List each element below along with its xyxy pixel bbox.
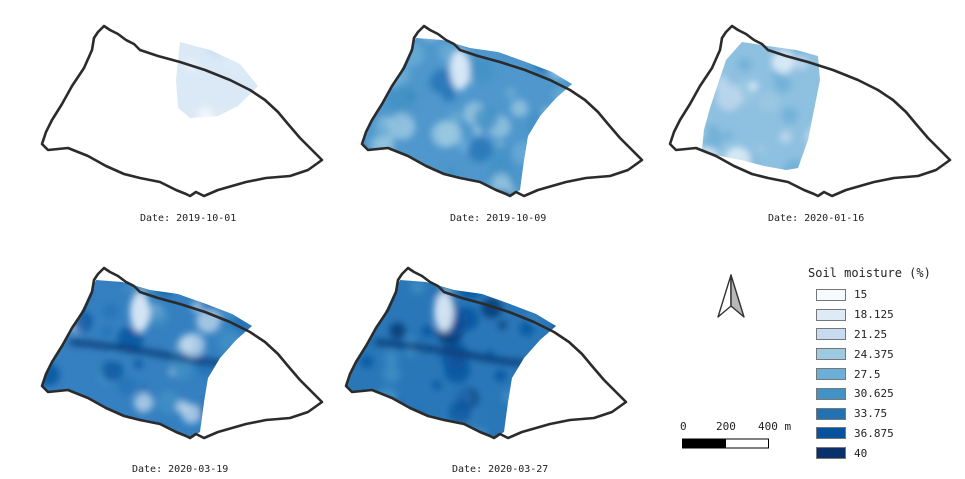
legend-swatch: [816, 387, 846, 400]
north-arrow-icon: [717, 274, 745, 318]
legend-swatch: [816, 447, 846, 460]
legend-item: 30.625: [808, 384, 958, 404]
date-label-4: Date: 2020-03-19: [132, 464, 229, 475]
field-map: [344, 266, 628, 440]
legend-title: Soil moisture (%): [808, 266, 931, 280]
legend-value: 21.25: [854, 327, 888, 341]
legend-swatch: [816, 427, 846, 440]
date-label-3: Date: 2020-01-16: [768, 213, 865, 224]
legend-value: 36.875: [854, 426, 894, 440]
field-map: [40, 266, 324, 440]
legend-item: 33.75: [808, 404, 958, 424]
legend-item: 15: [808, 285, 958, 305]
legend: Soil moisture (%) 15 18.125 21.25 24.375 27.…: [808, 266, 958, 463]
field-boundary: [344, 266, 628, 440]
moisture-raster: [42, 280, 252, 438]
legend-swatch: [816, 348, 846, 361]
legend-item: 24.375: [808, 344, 958, 364]
legend-value: 18.125: [854, 308, 894, 322]
map-panel-1: [40, 20, 340, 220]
legend-value: 27.5: [854, 367, 881, 381]
date-label-1: Date: 2019-10-01: [140, 213, 237, 224]
field-map: [668, 24, 952, 198]
legend-value: 24.375: [854, 347, 894, 361]
field-boundary: [40, 24, 324, 198]
date-label-5: Date: 2020-03-27: [452, 464, 549, 475]
field-map: [40, 24, 324, 198]
legend-item: 36.875: [808, 424, 958, 444]
date-label-2: Date: 2019-10-09: [450, 213, 547, 224]
map-panel-5: [344, 262, 644, 462]
legend-value: 40: [854, 446, 868, 460]
legend-item: 27.5: [808, 364, 958, 384]
legend-item: 40: [808, 443, 958, 463]
map-panel-4: [40, 262, 340, 462]
scale-tick-200: 200: [716, 420, 736, 433]
map-panel-3: [668, 20, 965, 220]
map-panel-2: [360, 20, 660, 220]
field-boundary: [360, 24, 644, 198]
legend-item: 18.125: [808, 305, 958, 325]
moisture-raster: [362, 38, 572, 196]
scale-tick-0: 0: [680, 420, 687, 433]
field-boundary: [668, 24, 952, 198]
moisture-raster: [702, 42, 820, 170]
field-map: [360, 24, 644, 198]
scale-tick-400: 400 m: [758, 420, 792, 433]
legend-swatch: [816, 308, 846, 321]
legend-value: 30.625: [854, 387, 894, 401]
legend-swatch: [816, 288, 846, 301]
legend-swatch: [816, 407, 846, 420]
legend-swatch: [816, 328, 846, 341]
legend-item: 21.25: [808, 325, 958, 345]
moisture-raster: [346, 280, 556, 438]
legend-swatch: [816, 368, 846, 381]
moisture-raster: [176, 42, 258, 118]
field-boundary: [40, 266, 324, 440]
scale-bar: 0 200 400 m: [680, 420, 802, 460]
legend-value: 33.75: [854, 407, 888, 421]
legend-value: 15: [854, 288, 868, 302]
